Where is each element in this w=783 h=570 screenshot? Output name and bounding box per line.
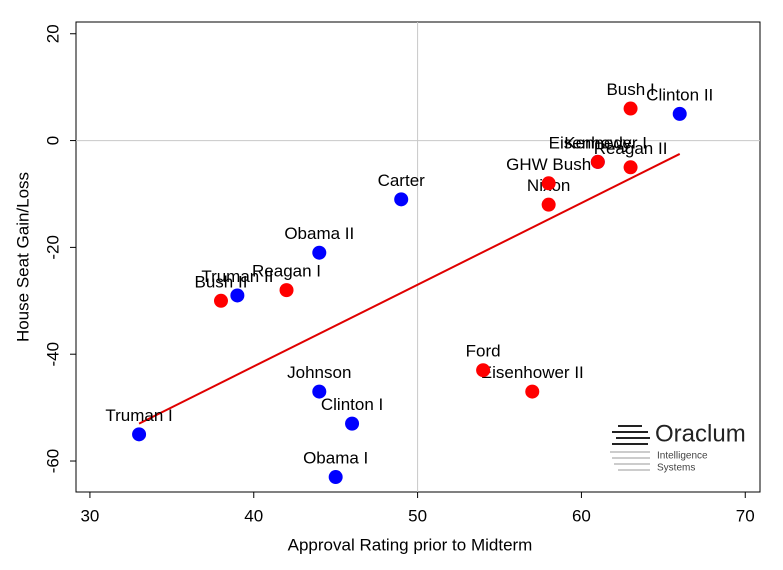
fit-line	[138, 153, 681, 425]
logo-text: Systems	[657, 463, 695, 474]
point	[312, 245, 327, 260]
logo-text: Intelligence	[657, 451, 708, 462]
x-tick-label: 50	[408, 506, 427, 525]
point-label: Eisenhower II	[481, 363, 584, 382]
y-axis-title: House Seat Gain/Loss	[13, 172, 32, 342]
logo-icon	[612, 425, 650, 445]
point	[345, 416, 360, 431]
point-label: Truman I	[105, 406, 172, 425]
point	[394, 192, 409, 207]
x-tick-label: 40	[244, 506, 263, 525]
point-label: Carter	[378, 171, 426, 190]
x-tick-label: 30	[80, 506, 99, 525]
point-label: GHW Bush	[506, 155, 591, 174]
point-label: Truman II	[201, 267, 273, 286]
point	[312, 384, 327, 399]
point	[541, 176, 556, 191]
point-label: Clinton II	[646, 85, 713, 104]
point	[623, 160, 638, 175]
x-tick-label: 60	[572, 506, 591, 525]
point	[476, 363, 491, 378]
point-label: Obama II	[284, 224, 354, 243]
y-tick-label: -20	[43, 235, 62, 260]
point-label: Reagan II	[594, 139, 668, 158]
point	[132, 427, 147, 442]
logo: Oraclum Intelligence Systems	[610, 420, 746, 474]
point	[672, 106, 687, 121]
x-axis-title: Approval Rating prior to Midterm	[288, 535, 533, 554]
point-label: Ford	[466, 342, 501, 361]
logo-icon-lines	[610, 451, 650, 471]
y-tick-label: 20	[43, 24, 62, 43]
point-label: Kennedy	[564, 133, 632, 152]
point-label: Bush I	[606, 80, 654, 99]
logo-name: Oraclum	[655, 420, 746, 447]
point	[279, 283, 294, 298]
y-tick-label: 0	[43, 136, 62, 145]
y-tick-label: -40	[43, 342, 62, 367]
point	[623, 101, 638, 116]
x-tick-label: 70	[736, 506, 755, 525]
y-tick-label: -60	[43, 449, 62, 474]
point-label: Obama I	[303, 449, 368, 468]
point	[328, 470, 343, 485]
point	[213, 293, 228, 308]
point-label: Johnson	[287, 363, 351, 382]
point-label: Eisenhower I	[549, 133, 647, 152]
point-label: Bush II	[195, 272, 248, 291]
point	[230, 288, 245, 303]
point-label: Clinton I	[321, 395, 383, 414]
point	[541, 197, 556, 212]
point	[590, 154, 605, 169]
point-label: Reagan I	[252, 262, 321, 281]
point	[525, 384, 540, 399]
